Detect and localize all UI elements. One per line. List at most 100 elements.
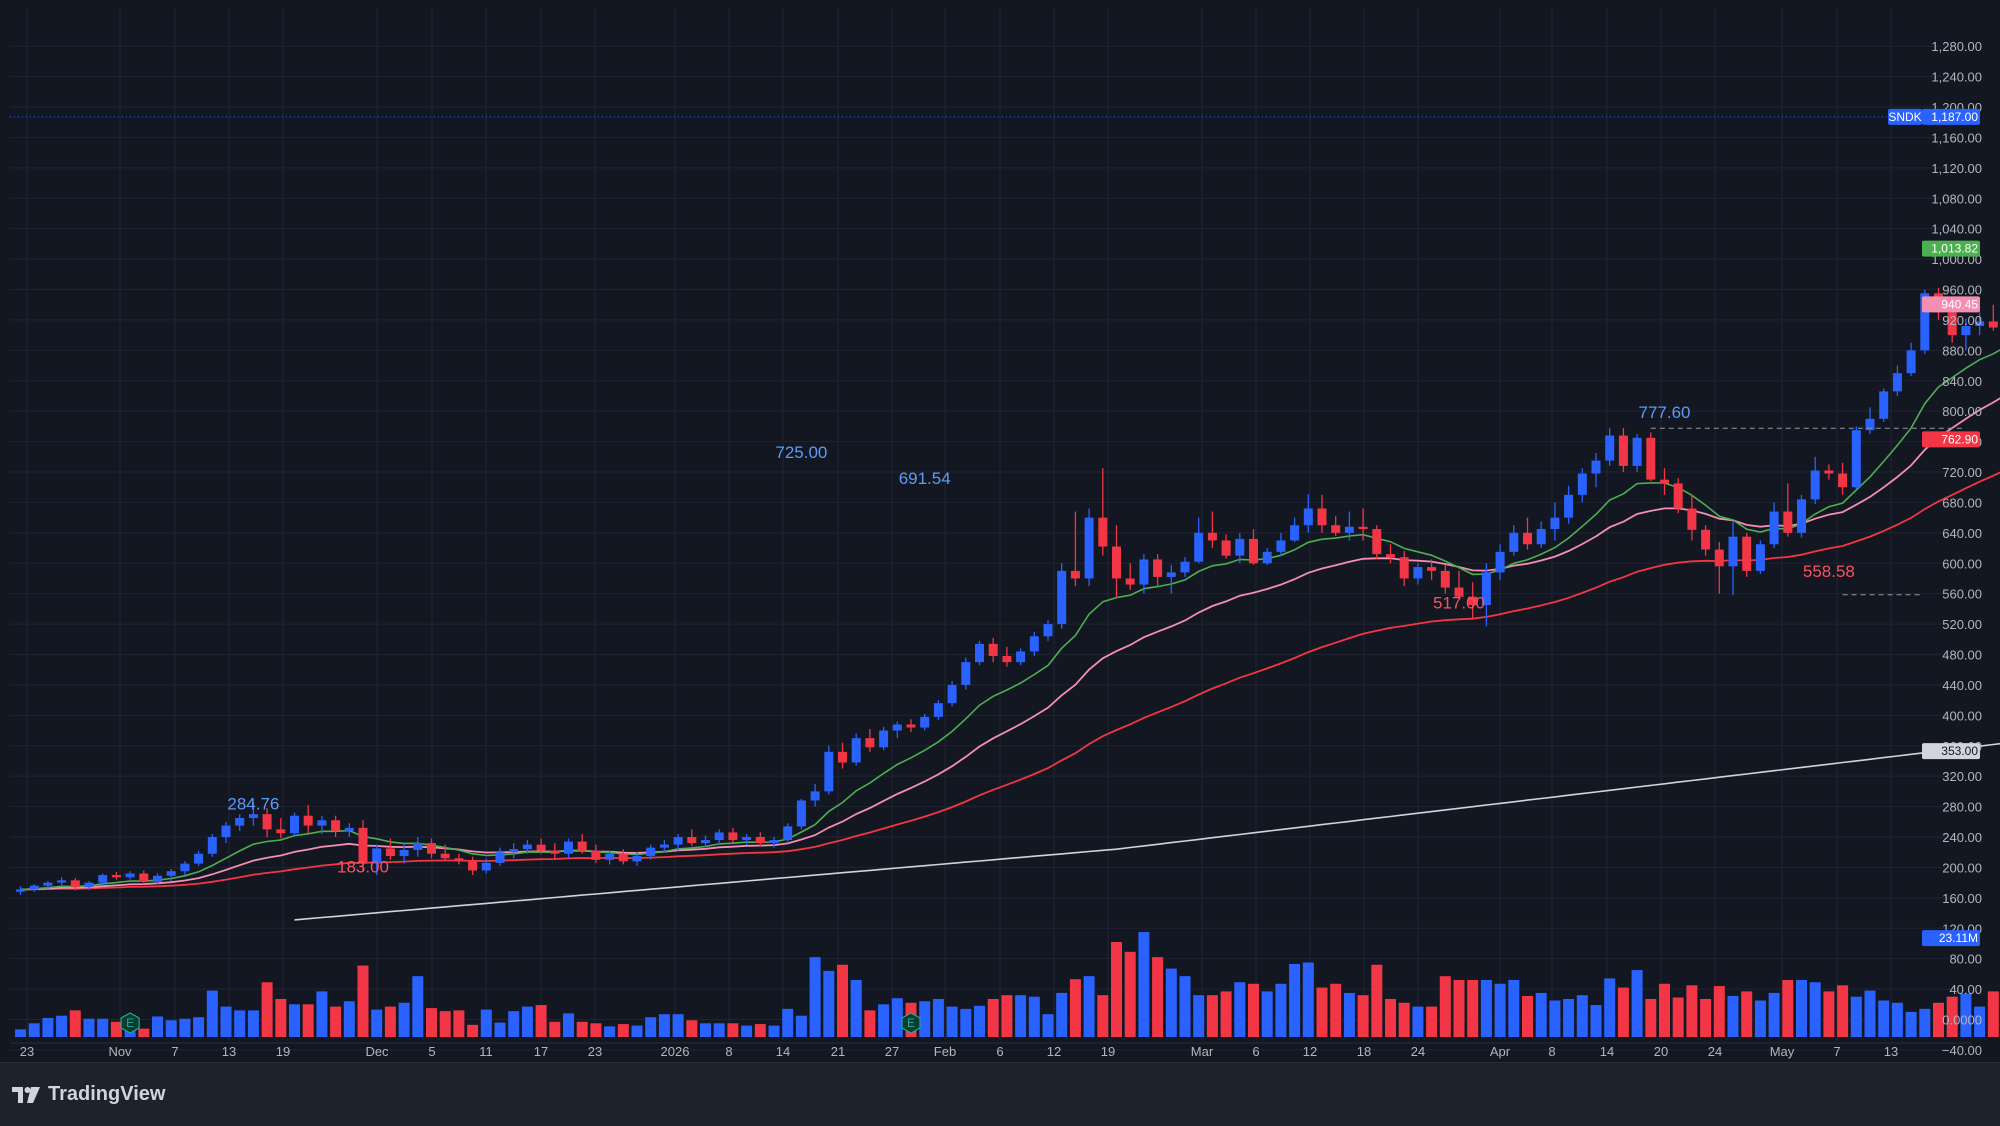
candle-body [770,840,779,843]
candle-body [961,662,970,685]
volume-bar [632,1026,643,1037]
price-annotation: 725.00 [775,443,827,462]
candle-body [550,851,559,854]
volume-bar [1358,995,1369,1037]
brand[interactable]: TradingView [12,1083,165,1106]
volume-bar [111,1022,122,1037]
y-tick-label: 320.00 [1942,769,1982,784]
volume-bar [769,1026,780,1037]
volume-bar [1714,986,1725,1037]
volume-bar [262,982,273,1037]
price-tag: 762.90 [1922,431,1980,447]
candle-body [1687,509,1696,530]
volume-bar [70,1010,81,1037]
volume-bar [1810,982,1821,1037]
candle [1085,509,1094,587]
x-tick-label: Apr [1490,1044,1511,1059]
volume-bar [1837,985,1848,1037]
candle-body [742,837,751,840]
volume-bar [919,1001,930,1037]
x-tick-label: Nov [108,1044,132,1059]
candle-body [1222,540,1231,555]
volume-bar [371,1010,382,1037]
candle-body [427,843,436,854]
candle-body [1496,552,1505,573]
volume-bar [796,1016,807,1037]
candle-body [1509,533,1518,552]
candle-body [1359,527,1368,529]
x-tick-label: Feb [934,1044,956,1059]
candle-body [633,856,642,861]
y-tick-label: 200.00 [1942,860,1982,875]
volume-bar [686,1020,697,1037]
volume-bar [1371,965,1382,1037]
volume-bar [536,1005,547,1037]
candle-body [1550,518,1559,529]
y-tick-label: 0.0000 [1942,1013,1982,1028]
candle-body [1167,572,1176,577]
volume-bar [97,1019,108,1037]
candle-body [468,861,477,870]
price-tag: 23.11M [1922,930,1980,946]
candle-body [797,801,806,827]
y-tick-label: 1,120.00 [1931,161,1982,176]
x-tick-label: 12 [1303,1044,1317,1059]
x-tick-label: Mar [1191,1044,1214,1059]
x-tick-label: 24 [1708,1044,1722,1059]
candle-body [194,854,203,864]
candle-body [441,854,450,859]
volume-bar [1043,1014,1054,1037]
volume-bar [138,1029,149,1037]
volume-bar [1577,995,1588,1037]
candle [1646,432,1655,481]
y-tick-label: 160.00 [1942,891,1982,906]
volume-bar [193,1017,204,1037]
candle-body [1701,530,1710,550]
candle-body [578,842,587,851]
candle-body [235,818,244,826]
volume-bar [1892,1003,1903,1037]
volume-bar [988,999,999,1037]
candle-body [1592,461,1601,474]
volume-bar [385,1007,396,1037]
volume-bar [1412,1007,1423,1037]
y-tick-label: 1,240.00 [1931,70,1982,85]
candle-body [222,826,231,837]
candle-body [1263,552,1272,563]
candle-body [1824,470,1833,473]
x-tick-label: 19 [1101,1044,1115,1059]
x-tick-label: 13 [1884,1044,1898,1059]
candle-body [756,837,765,843]
candle-body [1016,651,1025,662]
volume-bar [851,980,862,1037]
candle-body [1345,527,1354,533]
x-tick-label: 21 [831,1044,845,1059]
candle-body [263,814,272,829]
candle-body [811,791,820,800]
price-annotation: 777.60 [1639,403,1691,422]
candle-body [1893,373,1902,391]
volume-bar [1248,984,1259,1037]
volume-bar [577,1022,588,1037]
candle-body [1715,550,1724,567]
candle-body [605,854,614,860]
candle-body [907,724,916,727]
candle-body [920,717,929,728]
volume-bar [1180,976,1191,1037]
y-tick-label: 920.00 [1942,313,1982,328]
volume-bar [1495,984,1506,1037]
candle-body [1578,474,1587,495]
volume-bar [1728,996,1739,1037]
volume-bar [1549,1001,1560,1037]
volume-bar [1001,995,1012,1037]
candle-body [16,889,25,891]
y-tick-label: 440.00 [1942,678,1982,693]
volume-bar [316,991,327,1037]
candle-body [1372,529,1381,554]
volume-bar [1317,988,1328,1037]
volume-bar [166,1020,177,1037]
volume-bar [714,1023,725,1037]
volume-bar [1015,995,1026,1037]
candle-body [400,850,409,856]
